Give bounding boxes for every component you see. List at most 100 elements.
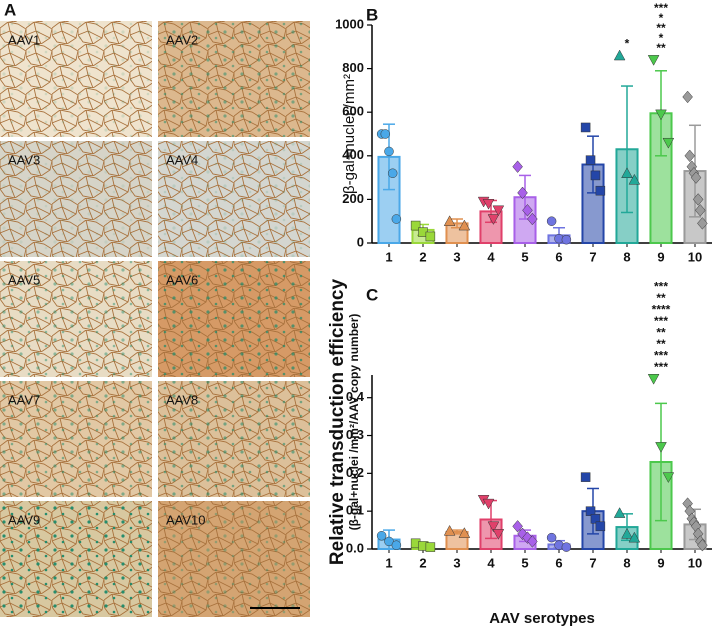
significance-stars: *** bbox=[654, 279, 668, 293]
stained-nuclei bbox=[0, 141, 152, 257]
data-point bbox=[425, 231, 436, 242]
y-tick-label: 0 bbox=[357, 234, 364, 249]
x-tick-label: 5 bbox=[521, 555, 528, 570]
data-point bbox=[458, 527, 471, 538]
significance-stars: *** bbox=[654, 360, 668, 374]
panel-label: C bbox=[366, 285, 378, 304]
data-point bbox=[684, 149, 696, 163]
x-axis-label: AAV serotypes bbox=[489, 610, 595, 627]
data-point bbox=[561, 542, 572, 552]
stained-nuclei bbox=[0, 21, 152, 137]
x-tick-label: 10 bbox=[688, 249, 702, 264]
y-axis-sublabel: (β-gal+nuclei /mm²/AAV copy number) bbox=[347, 314, 361, 531]
data-point bbox=[512, 160, 523, 173]
x-tick-label: 8 bbox=[623, 249, 630, 264]
micrograph-label: AAV8 bbox=[166, 392, 198, 407]
data-point bbox=[546, 532, 557, 543]
data-point bbox=[628, 173, 641, 185]
y-tick-label: 0.1 bbox=[346, 503, 364, 518]
x-tick-label: 9 bbox=[657, 249, 664, 264]
data-point bbox=[647, 374, 660, 385]
data-point bbox=[380, 129, 391, 139]
stained-nuclei bbox=[158, 501, 310, 617]
y-tick-label: 1000 bbox=[335, 16, 364, 31]
data-point bbox=[425, 542, 436, 552]
data-point bbox=[662, 472, 675, 484]
bar-chart: B 0 200 400 600 800 1000 β-gal+nuclei /mm² 1 2 3 4 5… bbox=[335, 1, 712, 264]
y-tick-label: 200 bbox=[342, 191, 364, 206]
x-tick-label: 7 bbox=[589, 555, 596, 570]
data-point bbox=[376, 531, 387, 541]
data-point bbox=[621, 527, 633, 539]
significance-stars: *** bbox=[654, 314, 668, 328]
x-tick-label: 8 bbox=[623, 555, 630, 570]
data-point bbox=[590, 170, 601, 181]
data-point bbox=[487, 214, 500, 225]
data-point bbox=[682, 90, 693, 104]
data-point bbox=[384, 146, 394, 157]
micrograph-label: AAV2 bbox=[166, 32, 198, 47]
y-axis-label: Relative transduction efficiency bbox=[327, 279, 348, 566]
panel-a: A bbox=[4, 0, 16, 19]
data-point bbox=[621, 167, 633, 178]
data-point bbox=[527, 535, 538, 548]
y-tick-label: 0.0 bbox=[346, 540, 364, 555]
data-point bbox=[595, 185, 606, 196]
x-tick-label: 1 bbox=[385, 555, 392, 570]
data-point bbox=[628, 531, 641, 543]
data-point bbox=[482, 199, 495, 210]
significance-stars: ** bbox=[656, 337, 666, 351]
data-point bbox=[580, 472, 591, 482]
significance-stars: ** bbox=[656, 41, 666, 55]
stained-nuclei bbox=[0, 261, 152, 377]
data-point bbox=[613, 49, 626, 61]
significance-stars: * bbox=[659, 11, 664, 25]
significance-stars: ** bbox=[656, 21, 666, 35]
data-point bbox=[580, 122, 591, 133]
panel-label: A bbox=[4, 0, 16, 19]
stained-nuclei bbox=[0, 501, 152, 617]
data-point bbox=[384, 536, 394, 547]
data-point bbox=[655, 109, 667, 121]
data-point bbox=[517, 186, 528, 200]
micrograph-label: AAV3 bbox=[8, 152, 40, 167]
y-tick-label: 800 bbox=[342, 60, 364, 75]
stained-nuclei bbox=[0, 381, 152, 497]
micrograph-label: AAV4 bbox=[166, 152, 198, 167]
data-point bbox=[662, 137, 675, 149]
data-point bbox=[694, 204, 706, 217]
data-point bbox=[410, 220, 421, 231]
data-point bbox=[443, 215, 456, 226]
data-point bbox=[561, 234, 572, 245]
data-point bbox=[697, 217, 708, 230]
micrograph-label: AAV1 bbox=[8, 32, 40, 47]
data-point bbox=[692, 193, 704, 206]
x-tick-label: 10 bbox=[688, 555, 702, 570]
data-point bbox=[512, 520, 523, 533]
x-tick-label: 2 bbox=[419, 555, 426, 570]
data-point bbox=[590, 513, 601, 524]
significance-stars: ** bbox=[656, 291, 666, 305]
stained-nuclei bbox=[158, 141, 310, 257]
data-point bbox=[492, 529, 505, 540]
data-point bbox=[391, 540, 402, 550]
data-point bbox=[527, 212, 538, 226]
panel-label: B bbox=[366, 5, 378, 24]
data-point bbox=[585, 506, 596, 516]
x-tick-label: 5 bbox=[521, 249, 528, 264]
y-tick-label: 0.3 bbox=[346, 427, 364, 442]
data-point bbox=[443, 524, 456, 536]
micrograph-label: AAV7 bbox=[8, 392, 40, 407]
x-tick-label: 3 bbox=[453, 249, 460, 264]
data-point bbox=[585, 155, 596, 165]
x-tick-label: 6 bbox=[555, 555, 562, 570]
micrograph-label: AAV5 bbox=[8, 272, 40, 287]
data-point bbox=[492, 205, 505, 217]
data-point bbox=[387, 168, 398, 178]
y-tick-label: 0.2 bbox=[346, 465, 364, 480]
data-point bbox=[595, 521, 606, 532]
y-tick-label: 400 bbox=[342, 147, 364, 162]
micrograph-label: AAV10 bbox=[166, 512, 206, 527]
